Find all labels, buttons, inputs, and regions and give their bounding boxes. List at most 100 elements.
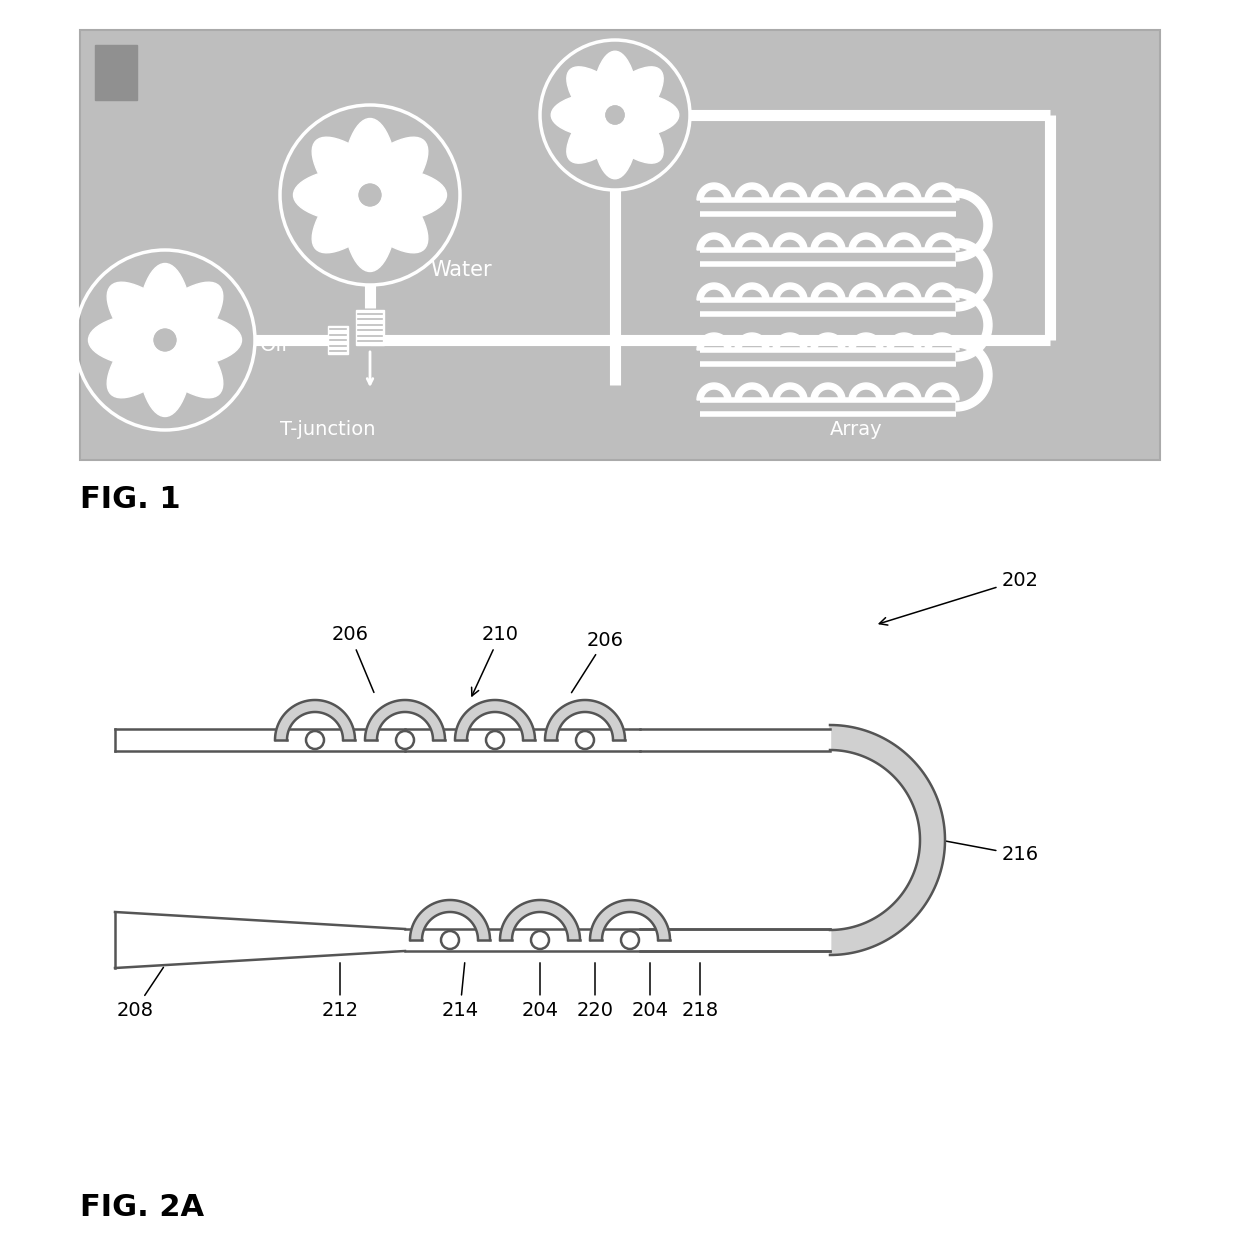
Polygon shape xyxy=(811,283,844,300)
Circle shape xyxy=(360,184,381,205)
Polygon shape xyxy=(811,333,844,351)
Polygon shape xyxy=(849,383,883,399)
Text: 204: 204 xyxy=(522,963,558,1019)
Text: 208: 208 xyxy=(117,968,164,1019)
Polygon shape xyxy=(365,700,445,740)
Polygon shape xyxy=(925,333,959,351)
Ellipse shape xyxy=(341,119,399,272)
Circle shape xyxy=(360,184,381,205)
Circle shape xyxy=(606,106,624,124)
Circle shape xyxy=(154,329,176,351)
Text: Array: Array xyxy=(830,419,883,439)
Polygon shape xyxy=(735,333,769,351)
Polygon shape xyxy=(887,233,921,250)
Polygon shape xyxy=(956,289,992,361)
Polygon shape xyxy=(849,283,883,300)
Polygon shape xyxy=(735,233,769,250)
Polygon shape xyxy=(956,339,992,411)
Bar xyxy=(81,30,1159,459)
Ellipse shape xyxy=(552,91,678,139)
Polygon shape xyxy=(455,700,534,740)
Circle shape xyxy=(306,731,324,749)
Polygon shape xyxy=(849,183,883,200)
Polygon shape xyxy=(773,183,807,200)
Polygon shape xyxy=(590,900,670,940)
Ellipse shape xyxy=(567,66,663,163)
Circle shape xyxy=(606,106,624,124)
Ellipse shape xyxy=(107,282,223,398)
Bar xyxy=(329,326,348,354)
Text: FIG. 2A: FIG. 2A xyxy=(81,1193,205,1222)
Polygon shape xyxy=(925,183,959,200)
Ellipse shape xyxy=(107,282,223,398)
Ellipse shape xyxy=(567,66,663,163)
Polygon shape xyxy=(410,900,490,940)
Ellipse shape xyxy=(312,138,428,253)
Polygon shape xyxy=(925,233,959,250)
Polygon shape xyxy=(697,283,732,300)
Polygon shape xyxy=(887,283,921,300)
Polygon shape xyxy=(773,233,807,250)
Circle shape xyxy=(621,931,639,949)
Polygon shape xyxy=(811,383,844,399)
Text: 202: 202 xyxy=(879,571,1039,625)
Text: 204: 204 xyxy=(631,963,668,1019)
Text: 220: 220 xyxy=(577,963,614,1019)
Polygon shape xyxy=(405,929,830,952)
Polygon shape xyxy=(773,333,807,351)
Polygon shape xyxy=(697,233,732,250)
Polygon shape xyxy=(925,383,959,399)
Text: 216: 216 xyxy=(942,840,1039,864)
Text: 206: 206 xyxy=(572,631,624,692)
Text: Water: Water xyxy=(430,260,491,280)
Polygon shape xyxy=(640,929,830,952)
Polygon shape xyxy=(849,333,883,351)
Circle shape xyxy=(396,731,414,749)
Ellipse shape xyxy=(591,51,639,179)
Polygon shape xyxy=(887,183,921,200)
Polygon shape xyxy=(887,383,921,399)
Polygon shape xyxy=(697,383,732,399)
Circle shape xyxy=(531,931,549,949)
Polygon shape xyxy=(849,233,883,250)
Polygon shape xyxy=(773,283,807,300)
Text: T-junction: T-junction xyxy=(280,419,376,439)
Polygon shape xyxy=(925,283,959,300)
Polygon shape xyxy=(830,725,945,955)
Text: 214: 214 xyxy=(441,963,479,1019)
Polygon shape xyxy=(811,233,844,250)
Text: 212: 212 xyxy=(321,963,358,1019)
Circle shape xyxy=(441,931,459,949)
Polygon shape xyxy=(697,183,732,200)
Polygon shape xyxy=(697,333,732,351)
Bar xyxy=(95,45,136,100)
Polygon shape xyxy=(735,283,769,300)
Polygon shape xyxy=(735,383,769,399)
Text: 206: 206 xyxy=(331,626,374,692)
Ellipse shape xyxy=(294,167,446,224)
Polygon shape xyxy=(405,729,640,751)
Polygon shape xyxy=(811,183,844,200)
Circle shape xyxy=(577,731,594,749)
Polygon shape xyxy=(275,700,355,740)
Ellipse shape xyxy=(88,312,242,369)
Polygon shape xyxy=(115,911,405,968)
Polygon shape xyxy=(956,189,992,260)
Ellipse shape xyxy=(312,138,428,253)
Text: Oil: Oil xyxy=(260,336,288,356)
Polygon shape xyxy=(546,700,625,740)
Polygon shape xyxy=(887,333,921,351)
Bar xyxy=(356,310,384,346)
Polygon shape xyxy=(115,729,405,751)
Polygon shape xyxy=(640,729,830,751)
Text: 218: 218 xyxy=(682,963,718,1019)
Ellipse shape xyxy=(136,263,193,417)
Polygon shape xyxy=(500,900,580,940)
Text: 210: 210 xyxy=(471,626,518,696)
Polygon shape xyxy=(735,183,769,200)
Text: FIG. 1: FIG. 1 xyxy=(81,485,181,515)
Polygon shape xyxy=(773,383,807,399)
Circle shape xyxy=(154,329,176,351)
Circle shape xyxy=(486,731,503,749)
Polygon shape xyxy=(956,239,992,310)
